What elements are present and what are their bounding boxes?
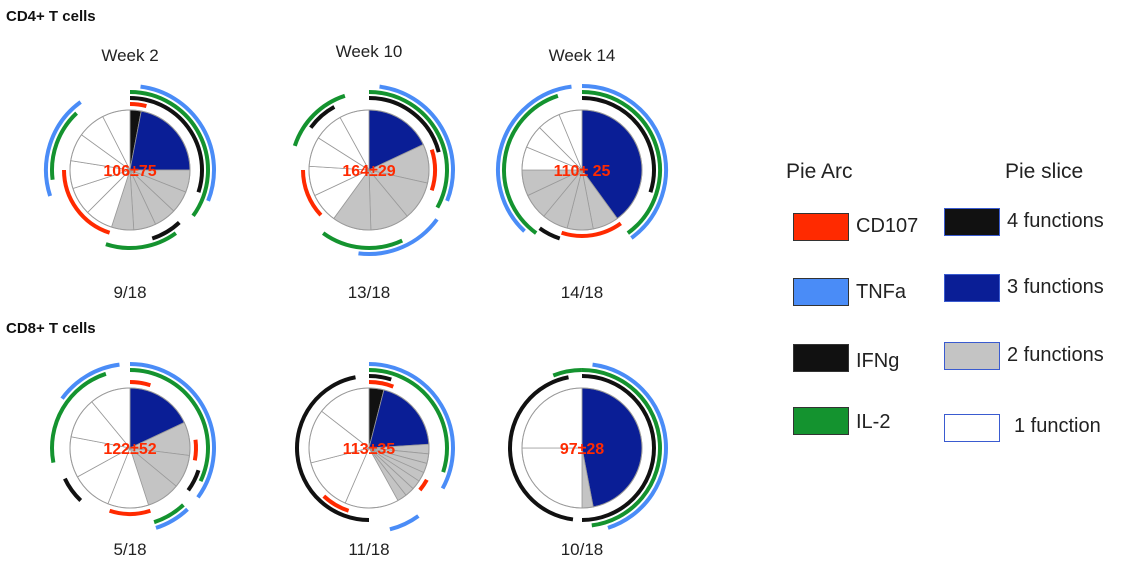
pie-arc-cd107 [130,382,150,385]
legend-swatch-il2 [793,407,849,435]
legend-swatch-tnfa [793,278,849,306]
pie-arc-il-2 [106,233,176,248]
legend-swatch-1-function [944,414,1000,442]
legend-label-4-functions: 4 functions [1007,210,1104,233]
pie-arc-cd107 [420,480,427,490]
pie-chart-4: 122±52 [52,364,214,528]
pie-chart-5: 113±35 [297,364,453,529]
pie-arc-tnfa [390,516,418,529]
pie-center-label: 122±52 [103,441,156,458]
pie-arc-ifng [65,479,81,501]
pie-arc-ifng [540,228,560,238]
pie-arc-cd107 [195,440,196,461]
pie-arc-il-2 [154,505,183,522]
pie-arc-cd107 [432,150,435,191]
legend-label-1-function: 1 function [1014,415,1101,438]
pie-center-label: 113±35 [343,441,395,458]
pie-chart-1: 106±75 [46,87,214,248]
pie-center-label: 97±28 [560,441,604,458]
legend-swatch-ifng [793,344,849,372]
legend-swatch-4-functions [944,208,1000,236]
pie-center-label: 110± 25 [554,163,611,180]
pie-arc-cd107 [369,382,393,387]
legend-label-3-functions: 3 functions [1007,276,1104,299]
pie-arc-cd107 [130,104,146,106]
pie-arc-ifng [369,376,391,380]
legend-swatch-3-functions [944,274,1000,302]
pie-chart-6: 97±28 [510,365,666,528]
pie-arc-ifng [152,222,179,238]
pie-charts: 106±75 164±29 110± 25 122±52 113±35 97±28 [0,0,700,567]
legend-swatch-cd107 [793,213,849,241]
pie-arc-ifng [188,470,198,490]
legend-arc-title: Pie Arc [786,160,853,184]
pie-center-label: 106±75 [103,163,156,180]
legend-label-il2: IL-2 [856,411,890,434]
pie-arc-il-2 [553,370,582,375]
pie-arc-il-2 [323,233,402,248]
pie-chart-2: 164±29 [295,87,453,254]
legend-label-tnfa: TNFa [856,281,906,304]
legend-slice-title: Pie slice [1005,160,1083,184]
legend-label-cd107: CD107 [856,215,918,238]
pie-arc-cd107 [110,511,151,514]
legend-label-2-functions: 2 functions [1007,344,1104,367]
legend-label-ifng: IFNg [856,350,899,373]
pie-center-label: 164±29 [342,163,395,180]
legend-swatch-2-functions [944,342,1000,370]
pie-chart-3: 110± 25 [498,86,666,238]
